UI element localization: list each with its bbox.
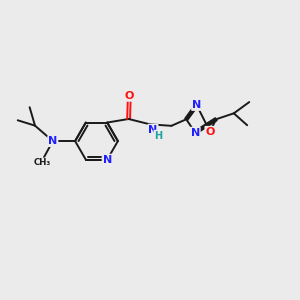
Text: N: N [48, 136, 57, 146]
Text: N: N [103, 154, 112, 165]
Text: O: O [124, 91, 134, 101]
Text: N: N [192, 100, 201, 110]
Text: H: H [154, 130, 162, 141]
Text: CH₃: CH₃ [34, 158, 51, 167]
Text: N: N [190, 128, 200, 138]
Text: N: N [148, 125, 158, 135]
Text: O: O [206, 127, 215, 137]
